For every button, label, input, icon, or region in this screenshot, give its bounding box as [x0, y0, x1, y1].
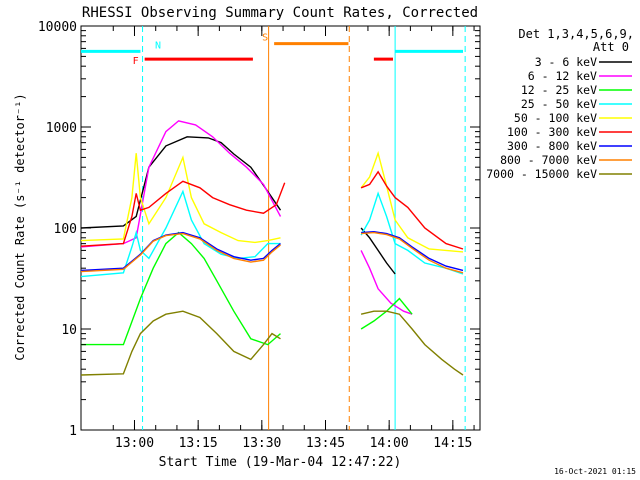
- legend-label: 6 - 12 keV: [528, 69, 597, 83]
- legend-label: 800 - 7000 keV: [500, 153, 597, 167]
- legend-label: 100 - 300 keV: [507, 125, 597, 139]
- flag-bars: N F S: [81, 33, 464, 67]
- legend-label: 300 - 800 keV: [507, 139, 597, 153]
- x-tick-label: 13:30: [242, 436, 281, 451]
- series-line: [81, 189, 281, 278]
- series-lines: [81, 120, 464, 376]
- legend-label: 50 - 100 keV: [514, 111, 597, 125]
- series-line: [361, 231, 464, 274]
- legend-label: 7000 - 15000 keV: [486, 167, 597, 181]
- y-tick-label: 10: [61, 323, 77, 338]
- x-tick-label: 13:15: [179, 436, 218, 451]
- legend-header-line-1: Det 1,3,4,5,6,9,: [518, 27, 634, 41]
- y-axis-label: Corrected Count Rate (s⁻¹ detector⁻¹): [13, 93, 27, 360]
- series-line: [360, 191, 464, 275]
- series-line: [360, 170, 464, 250]
- plot-border: [80, 25, 481, 431]
- x-axis-label: Start Time (19-Mar-04 12:47:22): [159, 455, 402, 470]
- y-tick-label: 100: [54, 222, 77, 237]
- series-line: [81, 180, 286, 247]
- series-line: [360, 227, 396, 275]
- series-line: [81, 136, 282, 229]
- x-tick-label: 14:00: [370, 436, 409, 451]
- series-line: [81, 231, 281, 346]
- flag-label: N: [155, 40, 161, 51]
- y-tick-label: 1000: [46, 121, 77, 136]
- legend-header-line-2: Att 0: [593, 40, 629, 54]
- y-tick-label: 10000: [38, 20, 77, 35]
- series-line: [81, 231, 281, 272]
- x-tick-label: 14:15: [433, 436, 472, 451]
- legend-label: 25 - 50 keV: [521, 97, 597, 111]
- series-line: [360, 310, 464, 376]
- series-line: [81, 153, 281, 244]
- series-line: [361, 230, 464, 272]
- series-line: [360, 250, 413, 315]
- x-tick-label: 13:00: [115, 436, 154, 451]
- series-line: [81, 232, 281, 273]
- axis-ticks: 1 10 100 1000 10000 13:00 13:15 13:30 13:45 14:00…: [38, 20, 480, 451]
- series-line: [360, 150, 464, 253]
- plot-frame: [80, 25, 481, 431]
- timestamp: 16-Oct-2021 01:15: [554, 467, 636, 476]
- chart-title: RHESSI Observing Summary Count Rates, Co…: [82, 5, 478, 21]
- series-line: [360, 297, 413, 330]
- series-line: [81, 310, 281, 376]
- event-lines: [142, 26, 466, 430]
- flag-label: F: [133, 56, 139, 67]
- legend-label: 3 - 6 keV: [535, 55, 597, 69]
- legend-label: 12 - 25 keV: [521, 83, 597, 97]
- x-tick-label: 13:45: [306, 436, 345, 451]
- y-tick-label: 1: [69, 424, 77, 439]
- flag-label: S: [262, 33, 268, 44]
